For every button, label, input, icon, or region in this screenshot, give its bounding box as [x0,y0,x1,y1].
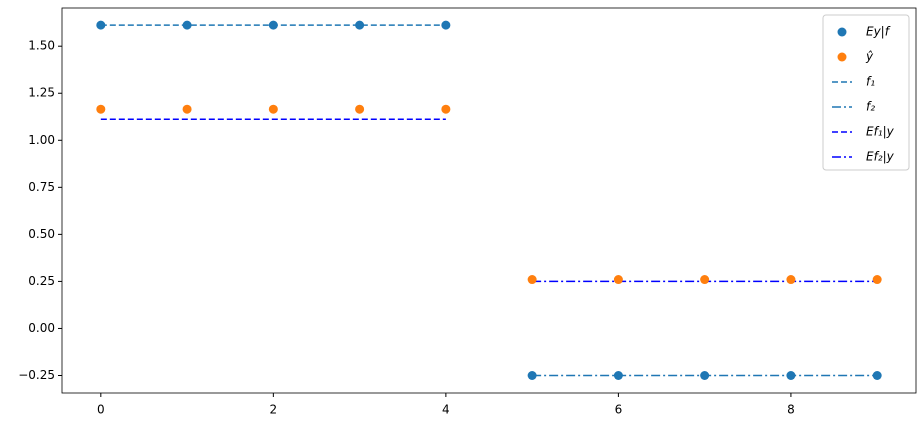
point [613,275,623,285]
legend-label: Ef₂|y [866,150,895,164]
x-tick-label: 6 [615,403,623,417]
point [872,275,882,285]
x-tick-label: 8 [787,403,795,417]
legend-label: ŷ [865,50,874,64]
point [700,371,710,380]
legend-label: f₂ [866,100,875,114]
point [441,20,451,30]
legend-label: Ef₁|y [866,125,895,139]
legend-marker [837,27,847,37]
legend-marker [837,52,847,62]
point [441,104,451,114]
point [96,104,106,114]
y-tick-label: 0.75 [28,180,55,194]
legend-label: Ey|f [866,25,891,39]
legend: Ey|f ŷ f₁ f₂ Ef₁|y Ef₂|y [822,14,910,171]
legend-label: f₁ [866,75,875,89]
point [613,371,623,380]
x-tick-label: 0 [97,403,105,417]
y-tick-label: 0.25 [28,274,55,288]
point [268,104,278,114]
point [96,20,106,30]
point [786,371,796,380]
plot-frame [61,7,917,394]
point [268,20,278,30]
y-tick-label: 1.00 [28,133,55,147]
x-tick-label: 4 [442,403,450,417]
point [527,371,537,380]
point [700,275,710,285]
point [355,104,365,114]
point [786,275,796,285]
point [872,371,882,380]
point [182,104,192,114]
x-tick-label: 2 [270,403,278,417]
y-tick-label: 0.00 [28,321,55,335]
y-tick-label: 0.50 [28,227,55,241]
y-tick-label: 1.50 [28,39,55,53]
point [182,20,192,30]
point [355,20,365,30]
y-tick-label: 1.25 [28,86,55,100]
point [527,275,537,285]
y-tick-label: −0.25 [18,368,55,382]
